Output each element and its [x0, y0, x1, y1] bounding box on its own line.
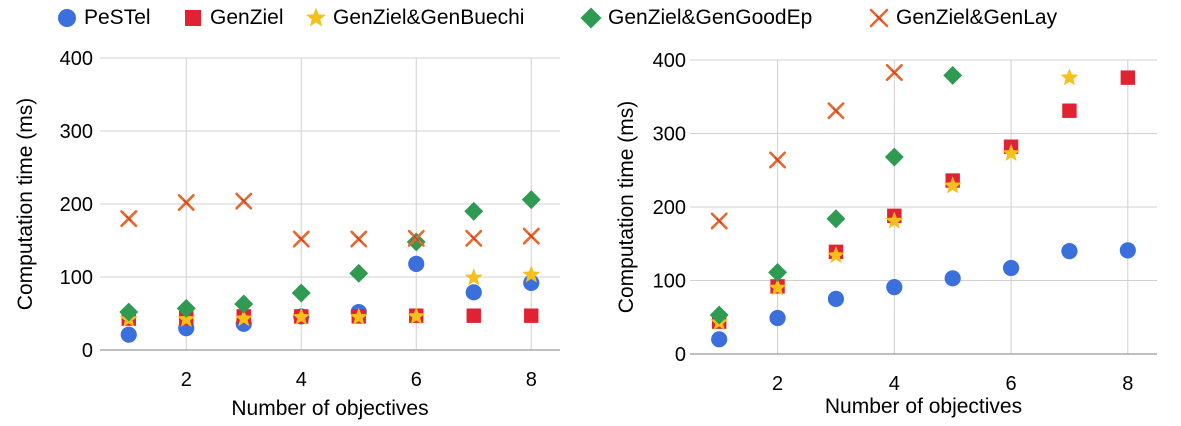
data-point-cross — [292, 230, 310, 248]
legend-item-genziel-genlay: GenZiel&GenLay — [866, 2, 1057, 34]
data-point-cross — [465, 229, 483, 247]
data-point-diamond — [709, 305, 729, 325]
data-point-cross — [120, 210, 138, 228]
data-point-star — [1060, 68, 1079, 86]
data-point-diamond — [826, 209, 846, 229]
legend-item-genziel: GenZiel — [180, 2, 284, 34]
data-point-cross — [350, 230, 368, 248]
series-genziel-genlay — [710, 63, 903, 230]
y-tick-label: 200 — [60, 194, 93, 216]
data-point-cross — [827, 102, 845, 120]
x-tick-label: 6 — [411, 369, 422, 391]
y-tick-label: 0 — [675, 344, 686, 366]
legend-label: GenZiel&GenBuechi — [333, 6, 525, 29]
y-tick-label: 400 — [653, 50, 686, 72]
data-point-circle — [711, 331, 728, 348]
series-genziel-gengoodep — [709, 65, 963, 325]
y-axis-title: Computation time (ms) — [14, 98, 37, 310]
data-point-star — [407, 306, 426, 325]
data-point-diamond — [406, 232, 426, 252]
y-tick-label: 400 — [60, 48, 93, 70]
data-point-circle — [769, 309, 786, 327]
x-tick-label: 2 — [772, 373, 783, 395]
data-point-star — [234, 309, 253, 327]
data-point-square — [1120, 70, 1136, 85]
legend-marker-square-icon — [185, 10, 201, 26]
data-point-cross — [407, 229, 425, 247]
legend-label: GenZiel — [210, 6, 284, 29]
data-point-star — [943, 176, 962, 194]
data-point-star — [177, 309, 196, 327]
data-point-cross — [885, 63, 903, 81]
data-point-diamond — [349, 263, 369, 283]
x-axis-title: Number of objectives — [231, 397, 428, 420]
legend-marker-cross-icon — [869, 8, 889, 28]
y-axis-title: Computation time (ms) — [615, 101, 638, 313]
data-point-cross — [235, 192, 253, 210]
series-pestel — [711, 242, 1136, 348]
x-tick-label: 2 — [181, 369, 192, 391]
data-point-diamond — [943, 65, 963, 85]
y-tick-label: 100 — [60, 267, 93, 289]
y-tick-label: 100 — [653, 271, 686, 293]
gridlines — [690, 59, 1157, 355]
legend-marker-circle-icon — [58, 9, 76, 27]
data-point-diamond — [521, 190, 541, 210]
data-point-cross — [710, 212, 728, 230]
y-tick-label: 200 — [653, 197, 686, 219]
data-point-circle — [1119, 242, 1136, 259]
x-tick-label: 8 — [526, 369, 537, 391]
data-point-diamond — [768, 262, 788, 282]
data-point-star — [292, 307, 311, 325]
x-tick-label: 6 — [1006, 373, 1017, 395]
data-point-circle — [944, 270, 961, 287]
legend-label: PeSTel — [84, 6, 151, 29]
data-point-cross — [522, 227, 540, 245]
x-tick-label: 4 — [889, 373, 900, 395]
data-point-star — [464, 268, 483, 286]
data-point-circle — [827, 290, 845, 307]
data-point-cross — [177, 194, 195, 212]
data-point-star — [885, 211, 904, 229]
data-point-circle — [120, 326, 137, 343]
data-point-diamond — [884, 147, 904, 167]
data-point-cross — [769, 151, 787, 169]
series-genziel-gengoodep — [119, 190, 541, 322]
legend-item-genziel-genbuechi: GenZiel&GenBuechi — [303, 2, 524, 34]
series-genziel-genlay — [120, 192, 540, 248]
data-point-diamond — [291, 283, 311, 303]
data-point-star — [768, 278, 787, 296]
data-point-circle — [408, 255, 425, 272]
legend-label: GenZiel&GenLay — [896, 6, 1058, 29]
x-tick-label: 8 — [1122, 373, 1133, 395]
legend-marker-star-icon — [306, 7, 326, 27]
data-point-star — [826, 246, 845, 264]
x-axis-title: Number of objectives — [825, 395, 1022, 418]
data-point-diamond — [119, 302, 139, 322]
y-tick-label: 300 — [653, 124, 686, 146]
data-point-square — [524, 308, 539, 323]
chart-legend: PeSTel GenZiel GenZiel&GenBuechi GenZiel… — [0, 0, 1181, 38]
data-point-star — [1002, 143, 1021, 161]
legend-label: GenZiel&GenGoodEp — [608, 6, 813, 29]
data-point-diamond — [234, 294, 254, 314]
legend-item-pestel: PeSTel — [54, 2, 151, 34]
data-point-diamond — [176, 298, 196, 318]
y-tick-label: 0 — [82, 340, 93, 362]
data-point-circle — [465, 284, 482, 301]
data-point-diamond — [464, 201, 484, 221]
data-point-circle — [1061, 243, 1078, 260]
x-tick-label: 4 — [296, 369, 307, 391]
legend-item-genziel-gengoodep: GenZiel&GenGoodEp — [578, 2, 812, 34]
data-point-star — [349, 307, 368, 325]
legend-marker-diamond-icon — [580, 7, 602, 29]
data-point-circle — [886, 279, 903, 296]
data-point-square — [466, 308, 481, 323]
y-tick-label: 300 — [60, 121, 93, 143]
data-point-circle — [1002, 259, 1020, 277]
data-point-square — [1062, 103, 1077, 118]
data-point-star — [522, 265, 541, 283]
